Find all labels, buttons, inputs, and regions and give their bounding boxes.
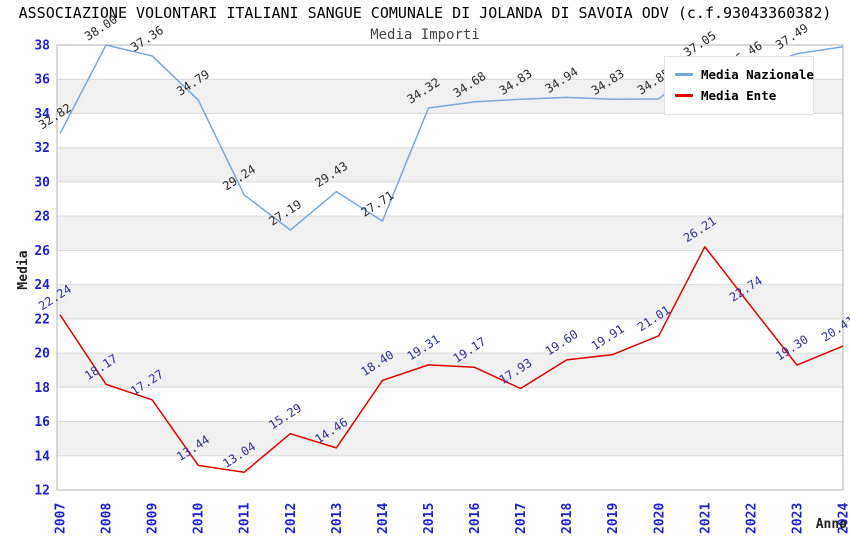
y-tick-label: 24 [34,278,50,293]
plot-border [56,44,844,491]
x-tick-label: 2010 [192,503,207,534]
y-tick-label: 14 [34,449,50,464]
y-tick-label: 20 [34,347,50,362]
x-tick-label: 2017 [514,503,529,534]
x-tick-label: 2011 [238,503,253,534]
y-tick-label: 18 [34,381,50,396]
chart-subtitle: Media Importi [370,27,480,43]
legend-item-media-nazionale: Media Nazionale [675,64,814,85]
x-tick-label: 2015 [422,503,437,534]
plot-band [57,250,843,285]
plot-band [57,216,843,251]
x-tick-label: 2024 [837,503,850,534]
series-line-media-ente [59,246,844,473]
legend: Media Nazionale Media Ente [664,56,814,115]
x-tick-label: 2013 [330,503,345,534]
y-tick-label: 38 [34,39,50,54]
x-tick-label: 2020 [652,503,667,534]
y-tick-label: 16 [34,415,50,430]
x-tick-label: 2023 [790,503,805,534]
y-tick-label: 32 [34,141,50,156]
y-tick-label: 26 [34,244,50,259]
plot-band [57,387,843,422]
chart-title: ASSOCIAZIONE VOLONTARI ITALIANI SANGUE C… [18,4,832,22]
data-label: 38.00 [82,12,120,43]
media-ente-line-swatch [675,94,693,97]
x-tick-label: 2021 [698,503,713,534]
plot-band [57,147,843,182]
y-tick-label: 30 [34,175,50,190]
legend-label-media-nazionale: Media Nazionale [701,67,814,82]
x-tick-label: 2016 [468,503,483,534]
plot-band [57,353,843,388]
y-tick-label: 36 [34,73,50,88]
x-tick-label: 2014 [376,503,391,534]
y-tick-label: 34 [34,107,50,122]
y-tick-label: 12 [34,484,50,499]
x-tick-label: 2018 [560,503,575,534]
y-tick-label: 22 [34,312,50,327]
x-tick-label: 2022 [744,503,759,534]
media-nazionale-line-swatch [675,73,693,76]
y-tick-label: 28 [34,210,50,225]
plot-band [57,318,843,354]
x-tick-label: 2012 [284,503,299,534]
x-tick-label: 2007 [54,503,69,534]
x-tick-label: 2008 [100,503,115,534]
plot-band [57,284,843,319]
legend-label-media-ente: Media Ente [701,88,777,103]
y-axis-title: Media [16,250,31,290]
plot-band [57,455,843,490]
x-tick-label: 2019 [606,503,621,534]
x-tick-label: 2009 [146,503,161,534]
plot-band [57,181,843,217]
plot-band [57,113,843,148]
x-axis-title: Anno [815,517,847,532]
legend-item-media-ente: Media Ente [675,85,803,106]
